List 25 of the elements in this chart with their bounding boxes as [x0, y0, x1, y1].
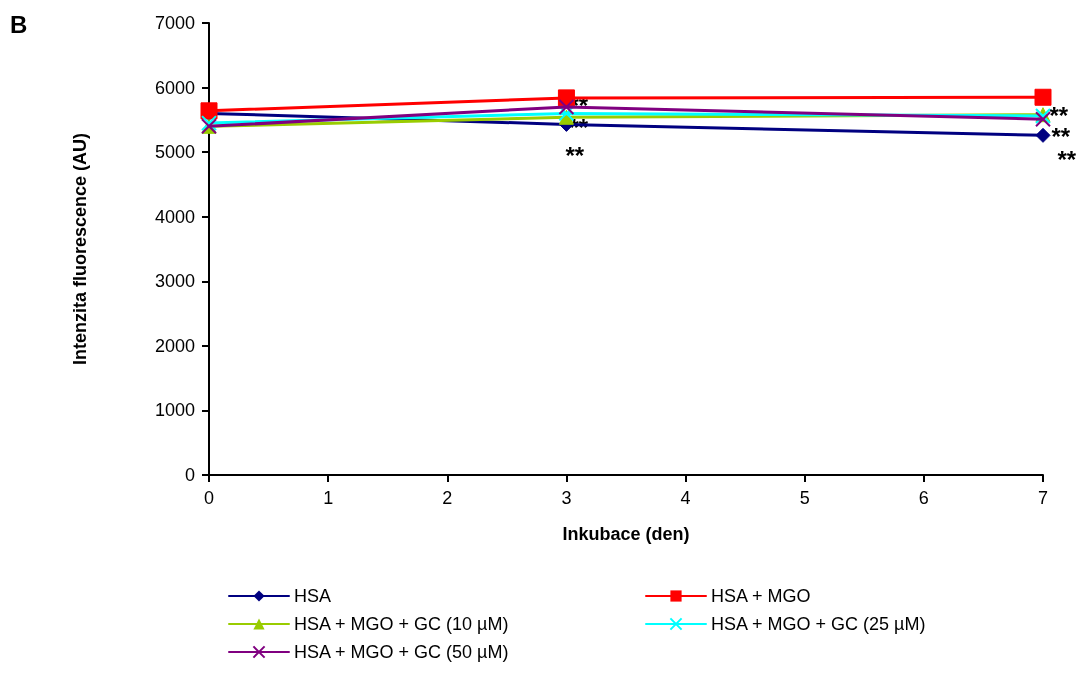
y-tick-label: 6000 [154, 77, 195, 98]
y-tick-label: 0 [184, 465, 195, 485]
text: B [10, 10, 28, 38]
x-tick-label: 0 [203, 488, 215, 508]
legend-label: HSA + MGO [711, 586, 811, 606]
legend-label: HSA + MGO + GC (50 µM) [294, 642, 509, 662]
x-tick-label: 1 [323, 488, 334, 508]
y-tick-label: 4000 [154, 206, 195, 227]
y-tick-label: 1000 [154, 400, 195, 421]
x-axis-title: Inkubace (den) [562, 524, 690, 544]
y-axis-title: Intenzita fluorescence (AU) [70, 132, 90, 366]
legend-label: HSA + MGO + GC (25 µM) [711, 614, 926, 634]
legend-label: HSA [294, 586, 332, 606]
x-tick-label: 7 [1037, 488, 1049, 508]
y-tick-label: 3000 [154, 271, 195, 292]
x-tick-label: 4 [680, 488, 691, 508]
x-tick-label: 6 [918, 488, 929, 508]
x-tick-label: 5 [799, 488, 810, 508]
y-tick-label: 5000 [154, 142, 195, 163]
y-tick-label: 2000 [154, 335, 195, 356]
annotation: ** [565, 142, 585, 169]
x-tick-label: 3 [561, 488, 572, 508]
x-tick-label: 2 [442, 488, 453, 508]
legend-label: HSA + MGO + GC (10 µM) [294, 614, 509, 634]
y-tick-label: 7000 [154, 13, 195, 33]
